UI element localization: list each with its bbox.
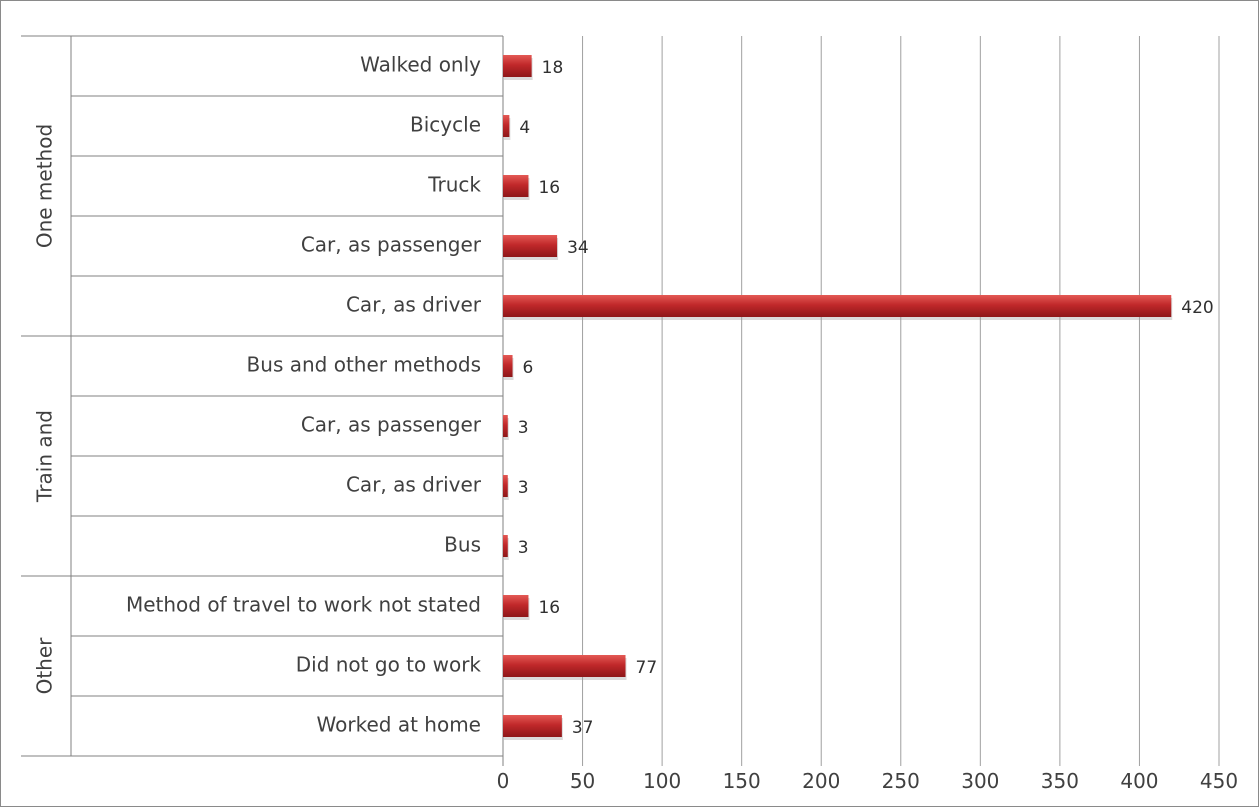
category-label: Bus and other methods (247, 353, 481, 377)
category-label: Car, as passenger (301, 413, 482, 437)
value-label: 3 (518, 538, 529, 558)
value-label: 34 (567, 238, 589, 258)
bar (503, 235, 558, 257)
value-label: 18 (542, 58, 564, 78)
bar (503, 295, 1172, 317)
category-label: Bus (444, 533, 481, 557)
category-label: Did not go to work (296, 653, 482, 677)
x-tick-label: 50 (570, 769, 595, 793)
category-label: Worked at home (317, 713, 481, 737)
x-tick-label: 250 (882, 769, 920, 793)
bar (503, 355, 513, 377)
bar (503, 55, 532, 77)
category-label: Truck (427, 173, 481, 197)
category-label: Bicycle (410, 113, 481, 137)
bar (503, 655, 626, 677)
x-tick-label: 100 (643, 769, 681, 793)
value-label: 37 (572, 718, 594, 738)
bar (503, 715, 562, 737)
value-label: 6 (523, 358, 534, 378)
group-label: Train and (33, 410, 57, 503)
x-tick-label: 200 (802, 769, 840, 793)
x-tick-label: 0 (497, 769, 510, 793)
group-label: Other (33, 637, 57, 695)
x-tick-label: 350 (1041, 769, 1079, 793)
category-label: Car, as passenger (301, 233, 482, 257)
bar (503, 595, 529, 617)
x-tick-label: 150 (723, 769, 761, 793)
group-label: One method (33, 124, 57, 248)
category-label: Walked only (360, 53, 481, 77)
value-label: 4 (519, 118, 530, 138)
x-tick-label: 300 (961, 769, 999, 793)
value-label: 420 (1181, 298, 1213, 318)
x-tick-label: 450 (1200, 769, 1238, 793)
value-label: 77 (636, 658, 658, 678)
category-label: Car, as driver (346, 293, 482, 317)
value-label: 3 (518, 418, 529, 438)
value-label: 16 (538, 598, 560, 618)
category-label: Car, as driver (346, 473, 482, 497)
bar (503, 175, 529, 197)
bar (503, 475, 508, 497)
category-label: Method of travel to work not stated (126, 593, 481, 617)
bar (503, 115, 510, 137)
bar (503, 535, 508, 557)
value-label: 3 (518, 478, 529, 498)
bar (503, 415, 508, 437)
x-tick-label: 400 (1120, 769, 1158, 793)
value-label: 16 (538, 178, 560, 198)
